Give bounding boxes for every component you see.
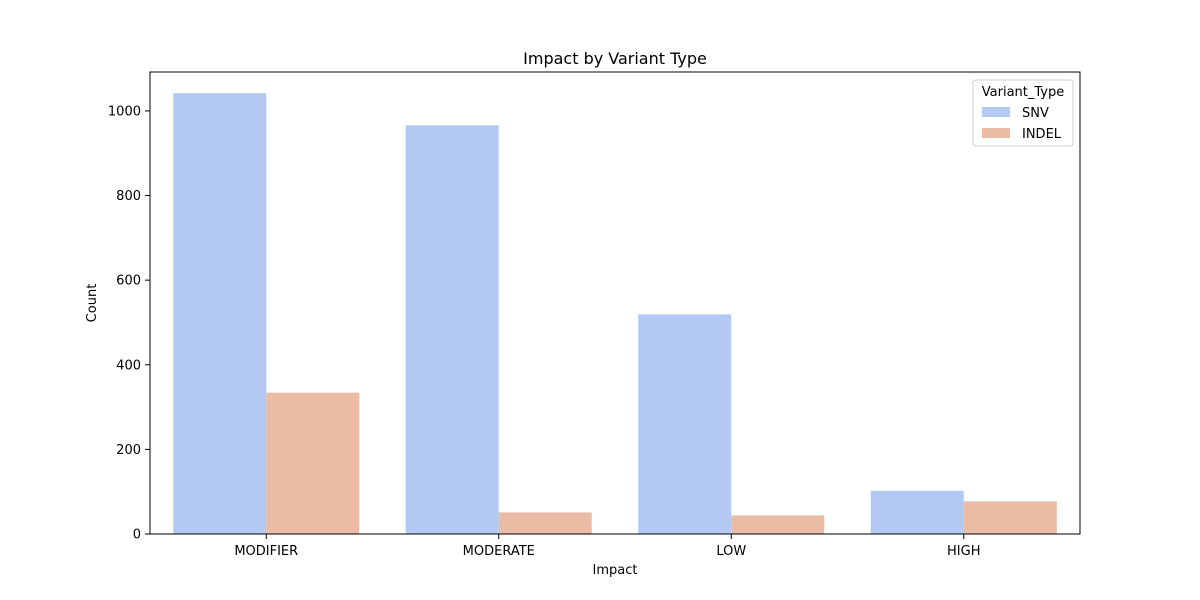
x-axis: MODIFIER MODERATE LOW HIGH: [234, 534, 980, 559]
y-axis: 0 200 400 600 800 1000: [108, 104, 150, 543]
bar-snv-high: [870, 490, 964, 534]
y-tick-label: 0: [133, 528, 141, 543]
legend-label-indel: INDEL: [1022, 127, 1062, 142]
y-tick-label: 200: [116, 443, 141, 458]
bar-snv-moderate: [405, 125, 499, 535]
x-tick-label: MODIFIER: [234, 544, 298, 559]
y-tick-label: 400: [116, 358, 141, 373]
legend-swatch-snv: [982, 107, 1010, 117]
bar-indel-modifier: [266, 392, 360, 534]
bar-snv-modifier: [173, 93, 267, 535]
x-tick-label: MODERATE: [463, 544, 535, 559]
x-tick-label: HIGH: [947, 544, 980, 559]
bar-snv-low: [638, 314, 732, 534]
legend: Variant_Type SNV INDEL: [972, 79, 1074, 147]
legend-title: Variant_Type: [982, 85, 1064, 100]
bar-indel-low: [731, 515, 825, 534]
legend-swatch-indel: [982, 128, 1010, 138]
y-axis-label: Count: [85, 284, 100, 323]
legend-items: SNV INDEL: [982, 106, 1062, 142]
chart-title: Impact by Variant Type: [523, 49, 707, 68]
y-tick-label: 600: [116, 274, 141, 289]
y-tick-label: 1000: [108, 104, 141, 119]
bar-indel-moderate: [498, 512, 592, 534]
x-tick-label: LOW: [716, 544, 746, 559]
x-axis-label: Impact: [593, 563, 638, 578]
plot-frame: [149, 71, 1081, 535]
bar-indel-high: [963, 501, 1057, 534]
bars: [173, 93, 1057, 535]
legend-label-snv: SNV: [1022, 106, 1049, 121]
y-tick-label: 800: [116, 189, 141, 204]
